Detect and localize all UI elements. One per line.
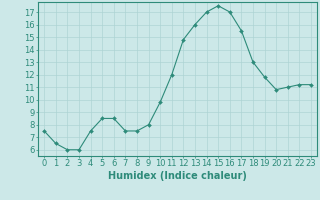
X-axis label: Humidex (Indice chaleur): Humidex (Indice chaleur) [108, 171, 247, 181]
